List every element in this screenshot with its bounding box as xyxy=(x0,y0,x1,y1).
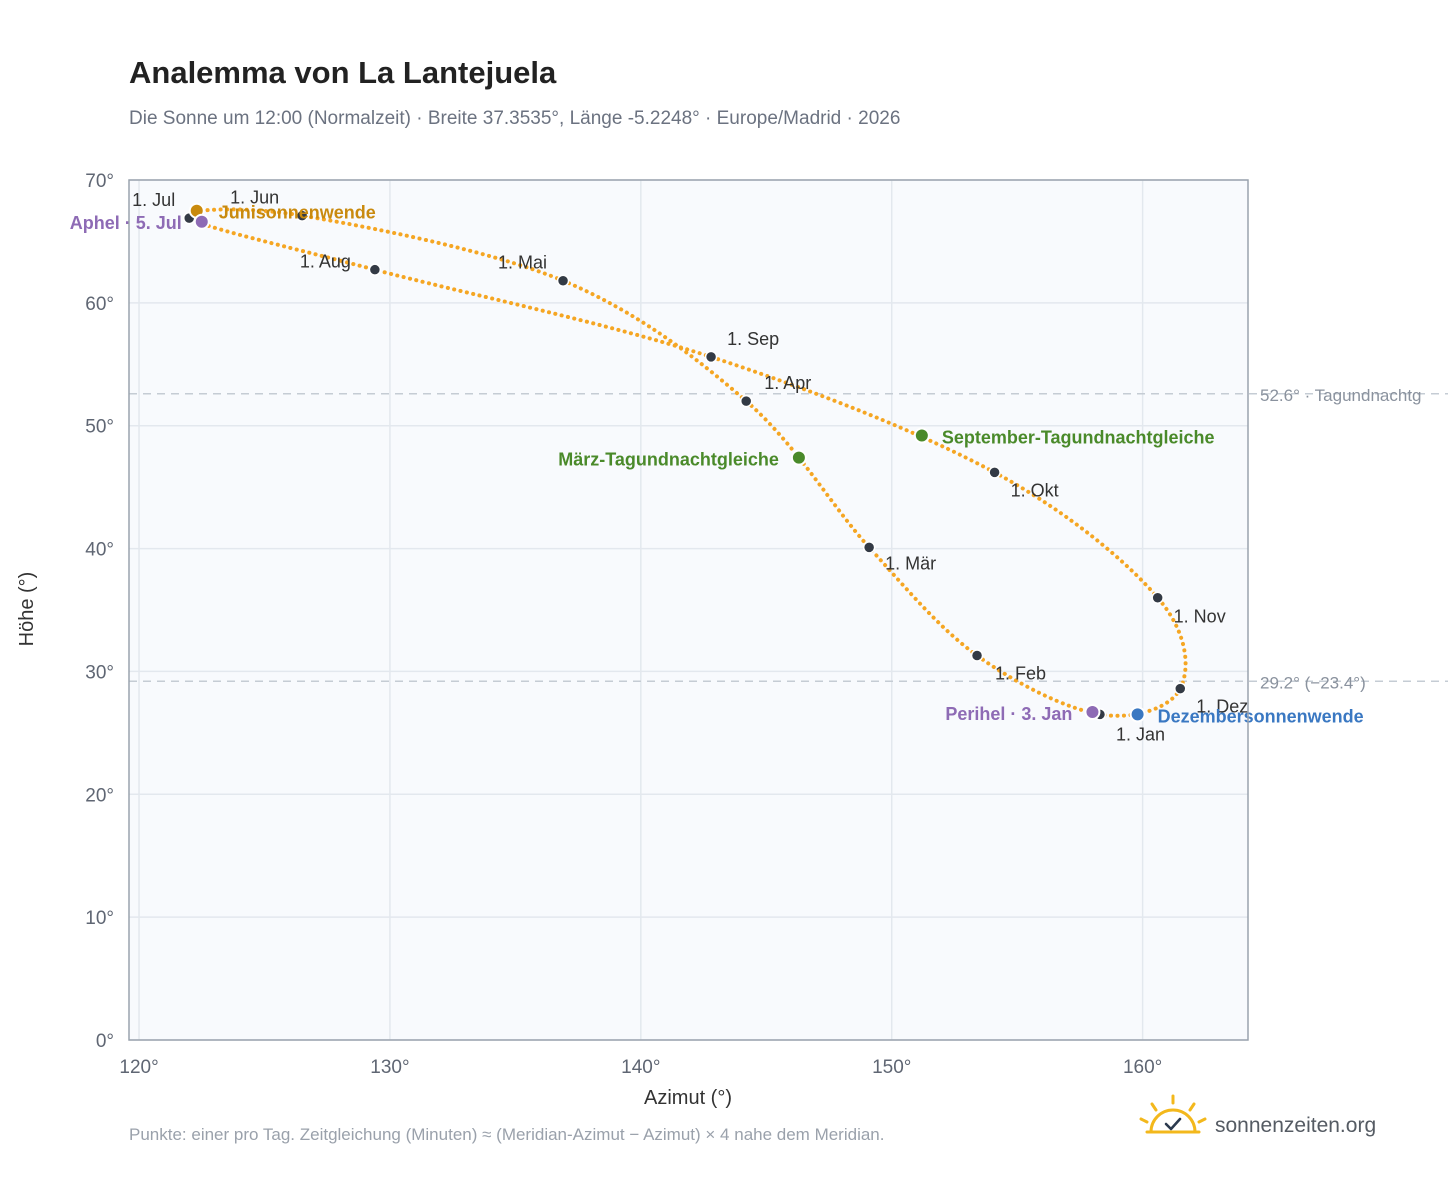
event-label: Dezembersonnenwende xyxy=(1158,706,1364,726)
reference-line-label: 29.2° (−23.4°) xyxy=(1260,673,1366,692)
y-tick-label: 50° xyxy=(85,417,114,438)
event-label: Perihel · 3. Jan xyxy=(945,704,1072,724)
month-label: 1. Feb xyxy=(995,663,1046,683)
chart-title: Analemma von La Lantejuela xyxy=(129,55,557,90)
month-label: 1. Sep xyxy=(727,329,779,349)
x-tick-label: 150° xyxy=(872,1057,911,1078)
y-tick-label: 70° xyxy=(85,171,114,192)
x-tick-label: 140° xyxy=(621,1057,660,1078)
month-marker xyxy=(556,274,570,287)
month-marker xyxy=(739,394,753,408)
month-marker xyxy=(368,263,382,276)
x-axis-label: Azimut (°) xyxy=(644,1087,732,1109)
chart-subtitle: Die Sonne um 12:00 (Normalzeit) · Breite… xyxy=(129,108,900,129)
month-label: 1. Dez xyxy=(1196,697,1248,717)
month-label: 1. Mai xyxy=(498,253,547,273)
brand-name: sonnenzeiten.org xyxy=(1215,1114,1376,1137)
plot-area xyxy=(129,180,1248,1040)
event-label: Aphel · 5. Jul xyxy=(70,213,182,233)
event-marker xyxy=(913,427,930,444)
event-label: März-Tagundnachtgleiche xyxy=(558,450,779,470)
month-marker xyxy=(1151,591,1164,604)
month-marker xyxy=(1174,682,1187,695)
sun-icon xyxy=(1139,1094,1207,1134)
month-label: 1. Jun xyxy=(230,188,279,208)
y-tick-label: 0° xyxy=(96,1031,114,1052)
month-marker xyxy=(862,541,876,554)
month-marker xyxy=(704,350,718,364)
event-marker xyxy=(193,213,210,230)
event-marker xyxy=(790,449,807,466)
plot-frame xyxy=(128,179,1249,1041)
y-tick-label: 60° xyxy=(85,294,114,315)
month-marker xyxy=(295,209,309,222)
event-label: Junisonnenwende xyxy=(219,203,376,223)
y-tick-label: 40° xyxy=(85,540,114,561)
month-label: 1. Jan xyxy=(1116,724,1165,744)
month-label: 1. Okt xyxy=(1011,480,1059,500)
x-tick-labels: 120° 130° 140° 150° 160° xyxy=(119,1057,1162,1078)
x-tick-label: 120° xyxy=(119,1057,158,1078)
month-label: 1. Aug xyxy=(300,252,351,272)
month-label: 1. Nov xyxy=(1174,607,1226,627)
brand-logo xyxy=(1139,1094,1207,1134)
x-tick-label: 160° xyxy=(1123,1057,1162,1078)
month-label: 1. Apr xyxy=(764,373,811,393)
month-marker xyxy=(970,649,984,662)
event-markers: März-Tagundnachtgleiche Junisonnenwende Se… xyxy=(70,202,1364,726)
check-icon xyxy=(1164,1117,1182,1131)
x-tick-label: 130° xyxy=(370,1057,409,1078)
y-tick-label: 30° xyxy=(85,662,114,683)
event-label: September-Tagundnachtgleiche xyxy=(942,428,1215,448)
analemma-path xyxy=(185,207,1188,718)
footnote: Punkte: einer pro Tag. Zeitgleichung (Mi… xyxy=(129,1125,885,1144)
month-markers: 1. Jan 1. Feb 1. Mär 1. Apr 1. Mai 1. Jun 1. J… xyxy=(132,188,1248,745)
reference-line-label: 52.6° · Tagundnachtg xyxy=(1260,386,1422,405)
month-marker xyxy=(988,466,1001,479)
reference-lines: 52.6° · Tagundnachtg 29.2° (−23.4°) xyxy=(129,386,1448,692)
y-tick-labels: 0° 10° 20° 30° 40° 50° 60° 70° xyxy=(85,171,114,1052)
y-tick-label: 20° xyxy=(85,785,114,806)
month-label: 1. Jul xyxy=(132,190,175,210)
y-tick-label: 10° xyxy=(85,908,114,929)
y-axis-label: Höhe (°) xyxy=(16,572,38,647)
event-marker xyxy=(1129,706,1146,723)
analemma-curve xyxy=(185,207,1188,718)
event-marker xyxy=(1084,703,1101,720)
month-label: 1. Mär xyxy=(885,553,936,573)
